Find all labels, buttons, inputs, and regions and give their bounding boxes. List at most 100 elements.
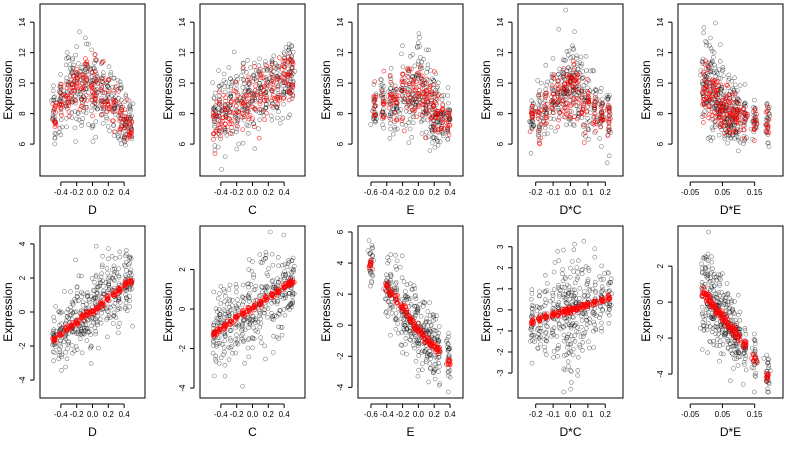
fitted-point <box>725 124 731 130</box>
fitted-point <box>741 127 747 133</box>
fitted-point <box>571 67 576 73</box>
observed-point <box>233 350 238 356</box>
observed-point <box>213 103 218 109</box>
observed-point <box>62 289 67 294</box>
observed-point <box>446 334 451 340</box>
x-tick-label: -0.2 <box>529 410 543 419</box>
fitted-point <box>399 116 405 121</box>
observed-point <box>92 325 98 331</box>
observed-point <box>423 319 429 325</box>
observed-point <box>79 294 84 299</box>
fitted-point <box>382 281 388 286</box>
observed-point <box>92 66 97 71</box>
y-axis-label: Expression <box>479 282 493 341</box>
observed-point <box>281 271 286 277</box>
observed-point <box>270 314 275 319</box>
observed-point <box>127 261 132 266</box>
fitted-point <box>407 95 413 101</box>
fitted-point <box>242 93 248 99</box>
observed-point <box>58 85 63 90</box>
observed-point <box>707 134 713 140</box>
observed-point <box>119 141 124 147</box>
observed-point <box>97 277 103 283</box>
observed-point <box>88 332 93 337</box>
fitted-point <box>416 321 421 327</box>
observed-point <box>259 340 264 345</box>
observed-point <box>127 105 132 110</box>
fitted-point <box>372 112 378 118</box>
fitted-point <box>117 126 123 131</box>
fitted-point <box>429 90 435 95</box>
observed-point <box>444 337 450 342</box>
fitted-point <box>258 93 264 99</box>
observed-point <box>548 298 553 304</box>
observed-point <box>536 103 541 108</box>
observed-point <box>719 84 725 90</box>
observed-point <box>421 322 427 328</box>
observed-point <box>544 323 549 329</box>
observed-point <box>240 294 245 300</box>
x-tick-label: 0.05 <box>715 188 731 197</box>
observed-point <box>96 284 101 290</box>
observed-point <box>281 101 286 107</box>
fitted-point <box>246 74 252 80</box>
observed-point <box>716 132 722 138</box>
fitted-point <box>751 138 757 143</box>
observed-point <box>370 245 376 250</box>
fitted-series <box>366 257 453 368</box>
observed-point <box>543 289 548 295</box>
observed-point <box>396 330 401 336</box>
observed-point <box>720 67 726 72</box>
observed-point <box>388 126 393 132</box>
observed-point <box>604 160 610 166</box>
fitted-point <box>244 108 250 114</box>
fitted-point <box>240 100 245 105</box>
observed-point <box>549 85 555 91</box>
fitted-point <box>221 92 226 98</box>
fitted-point <box>542 107 547 113</box>
observed-point <box>535 78 540 83</box>
fitted-point <box>401 128 407 134</box>
fitted-point <box>258 107 264 113</box>
observed-point <box>394 267 399 272</box>
observed-point <box>222 345 227 350</box>
fitted-point <box>559 85 565 91</box>
observed-point <box>268 229 273 235</box>
observed-point <box>425 62 431 68</box>
observed-point <box>578 54 584 60</box>
observed-point <box>75 111 81 117</box>
observed-point <box>265 98 270 103</box>
fitted-point <box>538 122 544 127</box>
observed-point <box>556 303 561 308</box>
observed-point <box>710 58 715 64</box>
observed-point <box>712 124 718 129</box>
fitted-point <box>736 112 742 118</box>
observed-point <box>257 81 262 86</box>
y-axis-label: Expression <box>1 282 15 341</box>
observed-point <box>416 367 421 373</box>
fitted-point <box>713 80 719 85</box>
observed-point <box>56 309 61 315</box>
fitted-point <box>732 120 738 126</box>
plot-frame <box>357 3 464 177</box>
fitted-point <box>112 292 118 298</box>
observed-point <box>289 53 294 59</box>
fitted-point <box>287 97 292 103</box>
observed-point <box>552 260 558 265</box>
observed-point <box>251 314 256 319</box>
observed-point <box>253 283 258 289</box>
fitted-point <box>551 72 557 78</box>
observed-point <box>529 287 535 292</box>
observed-point <box>255 319 261 325</box>
x-tick-label: 0.2 <box>263 188 275 197</box>
fitted-point <box>264 80 269 86</box>
fitted-point <box>112 129 117 135</box>
observed-point <box>283 271 288 277</box>
plot-frame <box>517 3 624 177</box>
observed-point <box>576 84 582 90</box>
fitted-point <box>110 289 116 295</box>
fitted-point <box>400 303 405 309</box>
observed-point <box>58 72 63 77</box>
observed-point <box>95 291 100 296</box>
x-axis: -0.6 -0.4 -0.2 0.0 0.2 0.4 <box>364 181 456 197</box>
